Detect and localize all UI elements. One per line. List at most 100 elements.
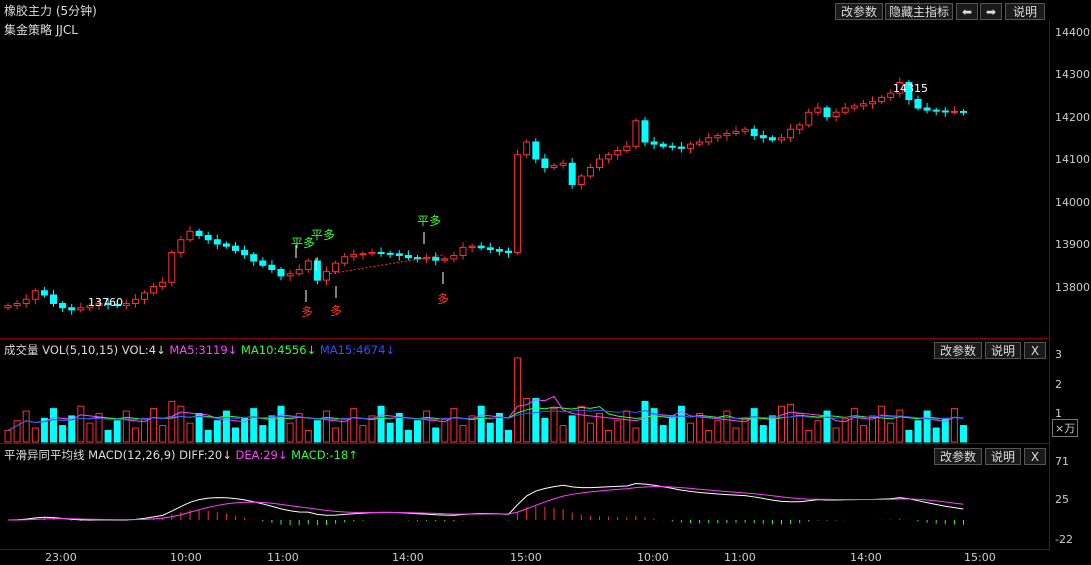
volume-bar bbox=[960, 425, 967, 443]
hide-indicator-button[interactable]: 隐藏主指标 bbox=[885, 3, 953, 20]
candle bbox=[286, 273, 294, 277]
signal-long: 多 bbox=[301, 305, 314, 319]
volume-bar bbox=[514, 357, 522, 443]
volume-bar bbox=[659, 425, 667, 443]
candle bbox=[377, 252, 385, 254]
candle bbox=[259, 260, 267, 266]
candle bbox=[113, 303, 121, 307]
volume-ma10: MA10:4556↓ bbox=[240, 343, 317, 357]
candle bbox=[605, 154, 613, 160]
price-tick: 14000 bbox=[1055, 196, 1090, 209]
volume-bar bbox=[177, 405, 185, 443]
candle bbox=[687, 143, 694, 149]
volume-bar bbox=[923, 410, 931, 443]
candle bbox=[168, 252, 176, 283]
volume-bar bbox=[395, 412, 403, 443]
candle bbox=[459, 246, 467, 256]
price-tick: 14200 bbox=[1055, 111, 1090, 124]
volume-bar bbox=[131, 427, 139, 443]
price-tick: 14300 bbox=[1055, 68, 1090, 81]
time-tick: 11:00 bbox=[724, 551, 756, 564]
candle bbox=[941, 110, 949, 113]
candle bbox=[31, 290, 39, 300]
candle bbox=[386, 252, 394, 255]
volume-bar bbox=[641, 400, 649, 443]
volume-bar bbox=[368, 415, 376, 443]
candle bbox=[232, 245, 239, 251]
volume-bar bbox=[559, 425, 567, 443]
candle bbox=[177, 239, 185, 253]
candle bbox=[450, 254, 458, 260]
candle bbox=[95, 303, 103, 307]
candle bbox=[268, 264, 276, 270]
candle bbox=[213, 239, 221, 245]
macd-close-button[interactable]: X bbox=[1024, 448, 1046, 465]
candle bbox=[787, 128, 795, 139]
candle bbox=[241, 249, 249, 256]
volume-tick: 1 bbox=[1055, 407, 1062, 420]
candle bbox=[577, 175, 585, 185]
volume-params-button[interactable]: 改参数 bbox=[934, 342, 982, 359]
help-button[interactable]: 说明 bbox=[1005, 3, 1045, 20]
candle bbox=[50, 294, 57, 304]
candle bbox=[441, 258, 449, 261]
next-icon[interactable]: ➡ bbox=[980, 3, 1002, 20]
volume-bar bbox=[332, 427, 340, 443]
time-tick: 15:00 bbox=[964, 551, 996, 564]
volume-bar bbox=[277, 405, 285, 443]
params-button[interactable]: 改参数 bbox=[835, 3, 883, 20]
candle bbox=[541, 158, 549, 168]
volume-help-button[interactable]: 说明 bbox=[985, 342, 1021, 359]
volume-bar bbox=[577, 405, 585, 443]
candle bbox=[295, 269, 303, 275]
volume-close-button[interactable]: X bbox=[1024, 342, 1046, 359]
volume-bar bbox=[359, 425, 367, 443]
volume-bar bbox=[887, 422, 895, 443]
candle bbox=[950, 110, 958, 113]
volume-bar bbox=[4, 429, 12, 443]
volume-bar bbox=[259, 425, 267, 443]
candle bbox=[505, 250, 512, 254]
volume-bar bbox=[295, 412, 303, 443]
volume-bar bbox=[95, 412, 103, 443]
macd-params-button[interactable]: 改参数 bbox=[934, 448, 982, 465]
time-tick: 10:00 bbox=[637, 551, 669, 564]
signal-long: 多 bbox=[330, 304, 343, 318]
candle bbox=[514, 154, 522, 253]
candle bbox=[887, 92, 895, 98]
volume-bar bbox=[532, 398, 540, 443]
time-tick: 10:00 bbox=[170, 551, 202, 564]
volume-bar bbox=[732, 427, 740, 443]
volume-bar bbox=[204, 429, 212, 443]
volume-bar bbox=[632, 427, 640, 443]
macd-tick: 71 bbox=[1055, 455, 1069, 468]
candle bbox=[368, 252, 376, 255]
candle bbox=[696, 141, 704, 145]
candle bbox=[332, 262, 340, 273]
candle bbox=[614, 150, 622, 156]
volume-bar bbox=[505, 429, 512, 443]
volume-bar bbox=[596, 412, 603, 443]
volume-bar bbox=[459, 425, 467, 443]
volume-bar bbox=[869, 415, 876, 443]
candle bbox=[495, 249, 503, 252]
volume-bar bbox=[741, 417, 749, 443]
candle bbox=[414, 257, 421, 260]
candle bbox=[723, 133, 731, 137]
candle bbox=[796, 124, 804, 130]
prev-icon[interactable]: ⬅ bbox=[956, 3, 978, 20]
candle bbox=[523, 141, 531, 156]
volume-bar bbox=[832, 427, 840, 443]
volume-bar bbox=[723, 410, 731, 443]
candle bbox=[750, 128, 758, 137]
volume-bar bbox=[377, 405, 385, 443]
volume-bar bbox=[878, 405, 886, 443]
volume-bar bbox=[40, 417, 48, 443]
volume-bar bbox=[805, 429, 813, 443]
macd-help-button[interactable]: 说明 bbox=[985, 448, 1021, 465]
volume-bar bbox=[168, 400, 176, 443]
volume-ma5: MA5:3119↓ bbox=[169, 343, 238, 357]
strategy-label: 集金策略 JJCL bbox=[4, 23, 78, 37]
candle bbox=[277, 269, 285, 277]
candle bbox=[359, 253, 367, 256]
